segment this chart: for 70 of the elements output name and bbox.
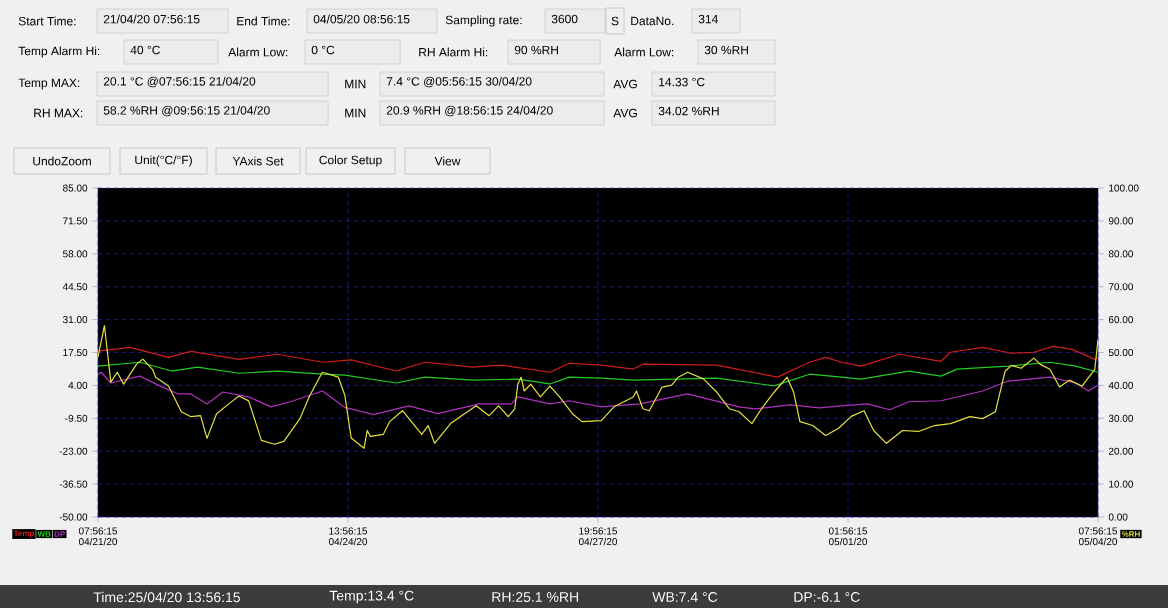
text: DP:-6.1 °C [794,592,860,602]
y-tick-label: -50.00 [59,513,88,521]
y-tick-label: -36.50 [59,480,88,488]
y-tick-label: 4.00 [68,381,88,389]
text: Temp [13,530,35,538]
y2-tick-label: 100.00 [1109,184,1139,192]
text: AVG [613,79,637,89]
text: 20.9 %RH @18:56:15 24/04/20 [386,105,553,117]
y2-tick-label: 30.00 [1108,414,1134,422]
text: Alarm Low: [228,47,288,57]
text: 90 %RH [514,45,558,55]
x-tick-label: 13:56:15 04/24/20 [328,527,368,546]
text: Temp Alarm Hi: [18,46,100,58]
text: 20.1 °C @07:56:15 21/04/20 [103,76,256,88]
y2-tick-label: 50.00 [1108,348,1134,357]
text: %RH [1121,531,1140,537]
y-tick-label: 17.50 [63,348,88,357]
text: Sampling rate: [445,15,522,27]
y-tick-label: -9.50 [65,414,88,422]
text: 14.33 °C [659,77,705,87]
text: UndoZoom [33,156,91,166]
y-tick-label: -23.00 [59,447,88,455]
y2-tick-label: 80.00 [1108,250,1134,258]
text: 314 [698,14,718,24]
text: Color Setup [319,155,382,167]
text: MIN [345,108,366,118]
text: 40 °C [130,45,160,55]
text: 58.2 %RH @09:56:15 21/04/20 [103,105,270,117]
text: S [611,16,619,26]
text: AVG [613,108,637,118]
y2-tick-label: 0.00 [1108,513,1128,521]
text: End Time: [237,16,290,26]
text: YAxis Set [232,156,284,166]
text: DP [54,531,65,537]
text: Unit(°C/°F) [135,155,192,167]
text: RH MAX: [34,108,83,118]
text: Time:25/04/20 13:56:15 [93,591,241,603]
y2-tick-label: 40.00 [1108,381,1134,389]
x-tick-label: 07:56:15 04/21/20 [78,527,118,546]
y-tick-label: 85.00 [63,184,88,192]
text: 30 %RH [704,45,748,55]
text: Temp:13.4 °C [329,590,414,604]
text: DataNo. [631,16,674,26]
y-tick-label: 71.50 [63,217,88,225]
x-tick-label: 01:56:15 05/01/20 [828,527,868,546]
y2-tick-label: 90.00 [1108,217,1134,225]
y2-tick-label: 20.00 [1108,447,1134,455]
text: Start Time: [18,16,76,26]
text: 0 °C [311,45,335,55]
text: RH Alarm Hi: [419,47,488,57]
text: WB:7.4 °C [652,592,718,602]
text: 7.4 °C @05:56:15 30/04/20 [386,76,532,88]
y2-tick-label: 10.00 [1109,480,1134,488]
y-tick-label: 44.50 [62,283,88,291]
y-tick-label: 58.00 [62,250,88,258]
text: 34.02 %RH [658,106,719,116]
text: View [434,156,461,166]
text: MIN [345,79,366,89]
text: 3600 [551,14,578,24]
text: 04/05/20 08:56:15 [313,14,410,24]
x-tick-label: 19:56:15 04/27/20 [578,527,618,546]
text: Temp MAX: [18,78,80,90]
text: RH:25.1 %RH [492,592,579,602]
text: Alarm Low: [614,47,674,57]
y2-tick-label: 60.00 [1108,316,1134,324]
y-tick-label: 31.00 [62,316,88,324]
y2-tick-label: 70.00 [1108,283,1134,291]
x-tick-label: 07:56:15 05/04/20 [1078,527,1118,546]
text: WB [37,531,51,537]
text: 21/04/20 07:56:15 [103,14,200,24]
